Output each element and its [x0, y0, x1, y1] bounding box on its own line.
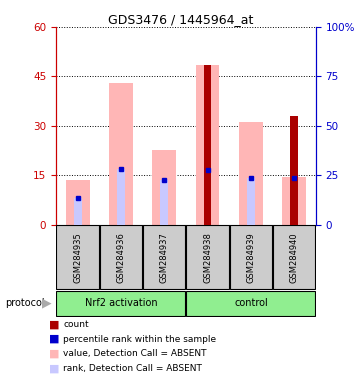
- Bar: [186, 291, 316, 316]
- Text: GSM284940: GSM284940: [290, 232, 299, 283]
- Bar: [143, 225, 186, 289]
- Bar: [230, 225, 272, 289]
- Bar: [282, 177, 306, 225]
- Text: percentile rank within the sample: percentile rank within the sample: [63, 334, 216, 344]
- Bar: [290, 116, 298, 225]
- Bar: [290, 179, 298, 225]
- Bar: [56, 291, 186, 316]
- Text: value, Detection Call = ABSENT: value, Detection Call = ABSENT: [63, 349, 207, 358]
- Bar: [74, 198, 82, 225]
- Text: ■: ■: [49, 349, 59, 359]
- Text: Nrf2 activation: Nrf2 activation: [84, 298, 157, 308]
- Text: GDS3476 / 1445964_at: GDS3476 / 1445964_at: [108, 13, 253, 26]
- Bar: [186, 225, 229, 289]
- Text: count: count: [63, 320, 89, 329]
- Bar: [100, 225, 142, 289]
- Bar: [247, 179, 255, 225]
- Bar: [56, 225, 99, 289]
- Bar: [239, 122, 263, 225]
- Bar: [204, 170, 212, 225]
- Bar: [273, 225, 316, 289]
- Text: control: control: [234, 298, 268, 308]
- Bar: [109, 83, 133, 225]
- Text: ■: ■: [49, 319, 59, 329]
- Bar: [160, 180, 168, 225]
- Text: GSM284935: GSM284935: [73, 232, 82, 283]
- Bar: [152, 151, 176, 225]
- Text: GSM284939: GSM284939: [247, 232, 255, 283]
- Text: rank, Detection Call = ABSENT: rank, Detection Call = ABSENT: [63, 364, 202, 373]
- Text: GSM284938: GSM284938: [203, 232, 212, 283]
- Text: ■: ■: [49, 363, 59, 373]
- Text: GSM284936: GSM284936: [117, 232, 125, 283]
- Text: GSM284937: GSM284937: [160, 232, 169, 283]
- Bar: [66, 180, 90, 225]
- Bar: [117, 169, 125, 225]
- Text: protocol: protocol: [5, 298, 45, 308]
- Bar: [204, 65, 212, 225]
- Text: ■: ■: [49, 334, 59, 344]
- Bar: [196, 65, 219, 225]
- Text: ▶: ▶: [42, 296, 51, 309]
